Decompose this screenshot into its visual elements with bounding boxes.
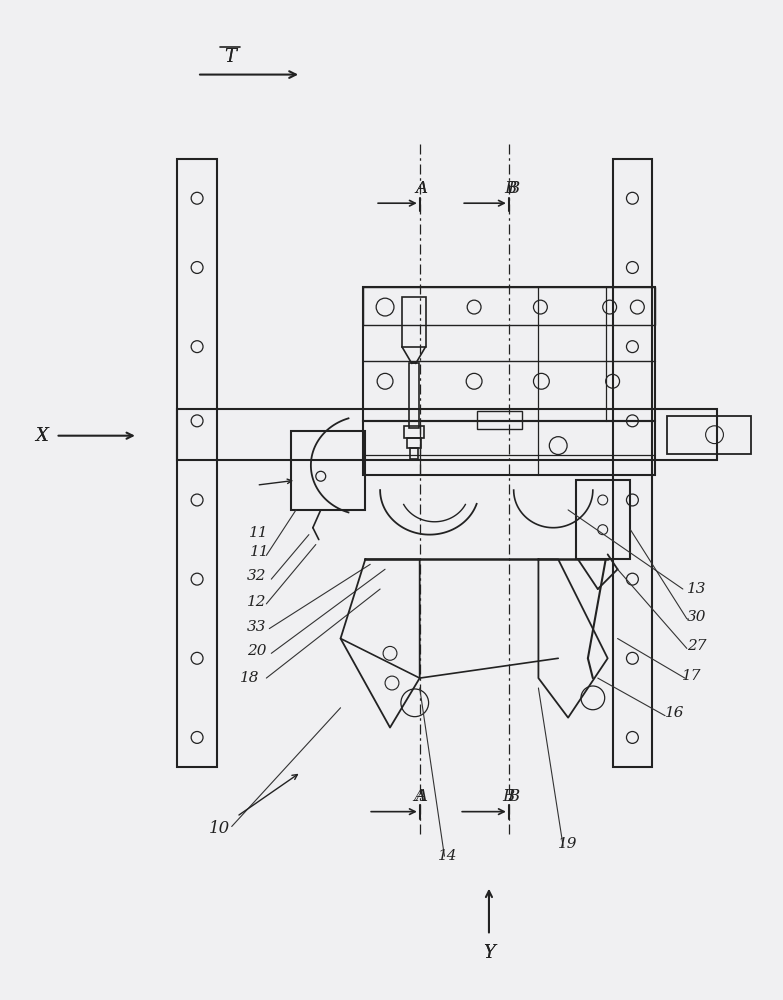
Bar	[407, 438, 420, 448]
Text: 19: 19	[558, 837, 578, 851]
Text: 13: 13	[687, 582, 706, 596]
Text: 17: 17	[682, 669, 702, 683]
Text: B: B	[507, 788, 520, 805]
Bar	[177, 409, 716, 460]
Bar	[291, 431, 366, 510]
Text: Y: Y	[483, 944, 495, 962]
Text: 11: 11	[249, 526, 269, 540]
Bar	[410, 448, 417, 459]
Text: 33: 33	[247, 620, 266, 634]
Text: 11: 11	[250, 545, 269, 559]
Bar	[402, 297, 426, 347]
Text: 14: 14	[438, 849, 457, 863]
Bar	[177, 159, 217, 767]
Text: A: A	[413, 788, 426, 805]
Text: T: T	[224, 48, 236, 66]
Bar	[667, 416, 751, 454]
Text: 20: 20	[247, 644, 266, 658]
Text: 10: 10	[209, 820, 230, 837]
Bar	[612, 159, 652, 767]
Bar	[576, 480, 630, 559]
Text: B: B	[504, 180, 517, 197]
Text: 27: 27	[687, 639, 706, 653]
Text: B: B	[503, 788, 515, 805]
Text: X: X	[35, 427, 49, 445]
Bar	[409, 363, 419, 428]
Bar	[404, 426, 424, 438]
Text: T: T	[224, 48, 236, 66]
Text: A: A	[416, 180, 428, 197]
Bar	[363, 287, 655, 325]
Bar	[363, 287, 655, 421]
Bar	[477, 411, 521, 429]
Text: A: A	[416, 788, 428, 805]
Text: 16: 16	[666, 706, 684, 720]
Text: B: B	[507, 180, 520, 197]
Text: A: A	[416, 180, 428, 197]
Text: 18: 18	[240, 671, 259, 685]
Text: 32: 32	[247, 569, 266, 583]
Text: X: X	[35, 427, 49, 445]
Text: Y: Y	[483, 944, 495, 962]
Text: 30: 30	[687, 610, 706, 624]
Text: 12: 12	[247, 595, 266, 609]
Bar	[363, 421, 655, 475]
